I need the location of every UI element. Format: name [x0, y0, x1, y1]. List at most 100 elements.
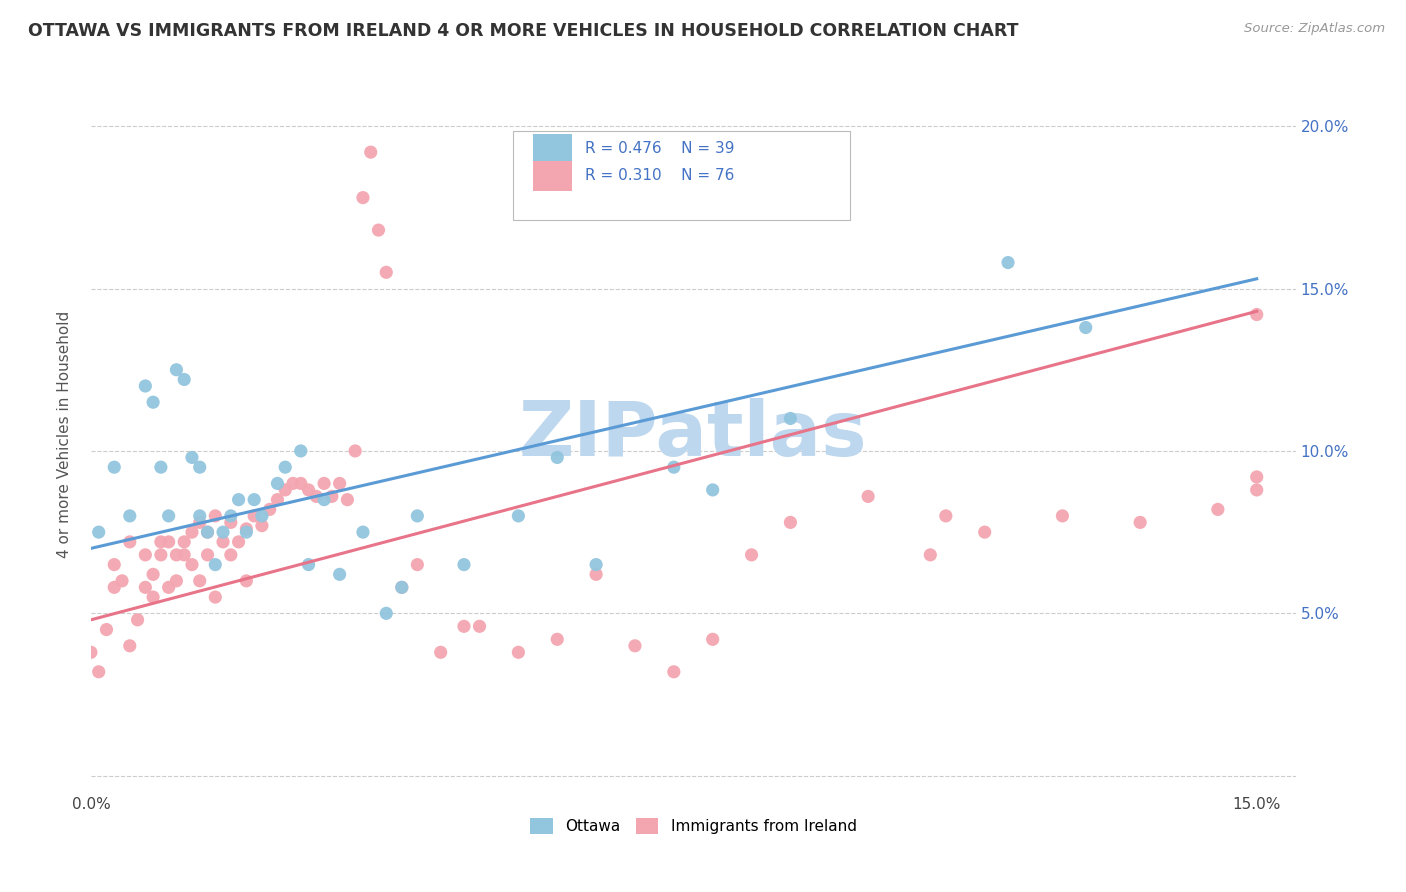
- Text: R = 0.310    N = 76: R = 0.310 N = 76: [585, 169, 734, 183]
- Point: [314, 476, 336, 491]
- Point: [157, 508, 180, 523]
- Point: [290, 444, 312, 458]
- Point: [305, 490, 328, 504]
- Point: [508, 645, 530, 659]
- Point: [329, 567, 352, 582]
- Point: [204, 590, 226, 604]
- Point: [259, 502, 281, 516]
- Point: [266, 476, 288, 491]
- Point: [662, 665, 685, 679]
- Point: [314, 492, 336, 507]
- Text: R = 0.476    N = 39: R = 0.476 N = 39: [585, 142, 734, 156]
- Point: [297, 483, 319, 497]
- Point: [235, 574, 257, 588]
- Point: [173, 548, 195, 562]
- Point: [329, 476, 352, 491]
- Point: [266, 492, 288, 507]
- Point: [243, 492, 266, 507]
- Point: [585, 558, 607, 572]
- Text: OTTAWA VS IMMIGRANTS FROM IRELAND 4 OR MORE VEHICLES IN HOUSEHOLD CORRELATION CH: OTTAWA VS IMMIGRANTS FROM IRELAND 4 OR M…: [28, 22, 1018, 40]
- Point: [204, 558, 226, 572]
- Point: [375, 607, 398, 621]
- Point: [165, 363, 187, 377]
- Point: [165, 574, 187, 588]
- Point: [235, 525, 257, 540]
- Point: [274, 460, 297, 475]
- Point: [375, 265, 398, 279]
- Point: [1246, 470, 1268, 484]
- Point: [173, 372, 195, 386]
- Point: [149, 534, 172, 549]
- Point: [360, 145, 382, 160]
- Point: [1206, 502, 1229, 516]
- Point: [250, 508, 273, 523]
- Point: [134, 580, 156, 594]
- Point: [391, 580, 413, 594]
- Point: [228, 492, 250, 507]
- Point: [1246, 483, 1268, 497]
- Point: [149, 548, 172, 562]
- Point: [235, 522, 257, 536]
- Point: [118, 534, 141, 549]
- Point: [127, 613, 149, 627]
- Text: ZIPatlas: ZIPatlas: [519, 398, 868, 472]
- Point: [142, 590, 165, 604]
- Point: [212, 525, 235, 540]
- Point: [468, 619, 491, 633]
- Point: [212, 534, 235, 549]
- Point: [87, 525, 110, 540]
- Point: [188, 508, 211, 523]
- Point: [181, 450, 204, 465]
- Point: [219, 516, 242, 530]
- Point: [391, 580, 413, 594]
- Point: [321, 490, 343, 504]
- Point: [118, 508, 141, 523]
- Point: [157, 580, 180, 594]
- Point: [157, 534, 180, 549]
- Point: [134, 379, 156, 393]
- Point: [367, 223, 389, 237]
- Bar: [533, 161, 572, 191]
- Point: [1074, 320, 1097, 334]
- Point: [1129, 516, 1152, 530]
- Text: Source: ZipAtlas.com: Source: ZipAtlas.com: [1244, 22, 1385, 36]
- Point: [142, 567, 165, 582]
- Point: [702, 632, 724, 647]
- Point: [453, 619, 475, 633]
- Point: [219, 548, 242, 562]
- Point: [103, 558, 125, 572]
- Point: [662, 460, 685, 475]
- Point: [741, 548, 763, 562]
- Point: [997, 255, 1019, 269]
- Point: [624, 639, 647, 653]
- Point: [585, 567, 607, 582]
- Point: [546, 632, 568, 647]
- Point: [281, 476, 304, 491]
- Point: [702, 483, 724, 497]
- Point: [336, 492, 359, 507]
- Legend: Ottawa, Immigrants from Ireland: Ottawa, Immigrants from Ireland: [530, 818, 856, 834]
- Point: [204, 508, 226, 523]
- FancyBboxPatch shape: [513, 131, 849, 220]
- Bar: [533, 134, 572, 164]
- Point: [134, 548, 156, 562]
- Point: [96, 623, 118, 637]
- Point: [149, 460, 172, 475]
- Point: [352, 525, 374, 540]
- Point: [219, 508, 242, 523]
- Point: [181, 558, 204, 572]
- Point: [87, 665, 110, 679]
- Point: [779, 516, 801, 530]
- Point: [1052, 508, 1074, 523]
- Point: [856, 490, 879, 504]
- Point: [250, 518, 273, 533]
- Point: [297, 558, 319, 572]
- Point: [188, 516, 211, 530]
- Point: [274, 483, 297, 497]
- Point: [228, 534, 250, 549]
- Point: [406, 508, 429, 523]
- Point: [920, 548, 942, 562]
- Point: [779, 411, 801, 425]
- Point: [429, 645, 451, 659]
- Point: [453, 558, 475, 572]
